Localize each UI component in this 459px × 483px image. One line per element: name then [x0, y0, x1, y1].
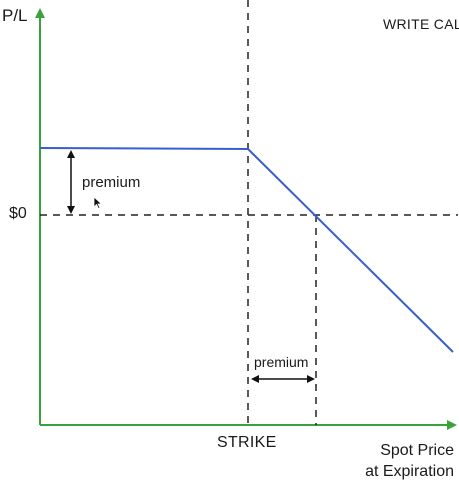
payoff-line	[39, 147, 454, 353]
x-axis-label-line2: at Expiration	[365, 462, 454, 480]
x-axis-label-line1: Spot Price	[380, 442, 454, 459]
strike-label: STRIKE	[217, 434, 277, 451]
diagram-title: WRITE CALL	[383, 16, 459, 32]
premium-label-vertical: premium	[82, 174, 141, 191]
y-axis-label: P/L	[2, 6, 28, 25]
mouse-cursor-icon	[93, 196, 103, 210]
zero-label: $0	[9, 205, 27, 222]
premium-label-horizontal: premium	[254, 354, 309, 370]
x-axis-label: Spot Price at Expiration	[350, 441, 454, 483]
